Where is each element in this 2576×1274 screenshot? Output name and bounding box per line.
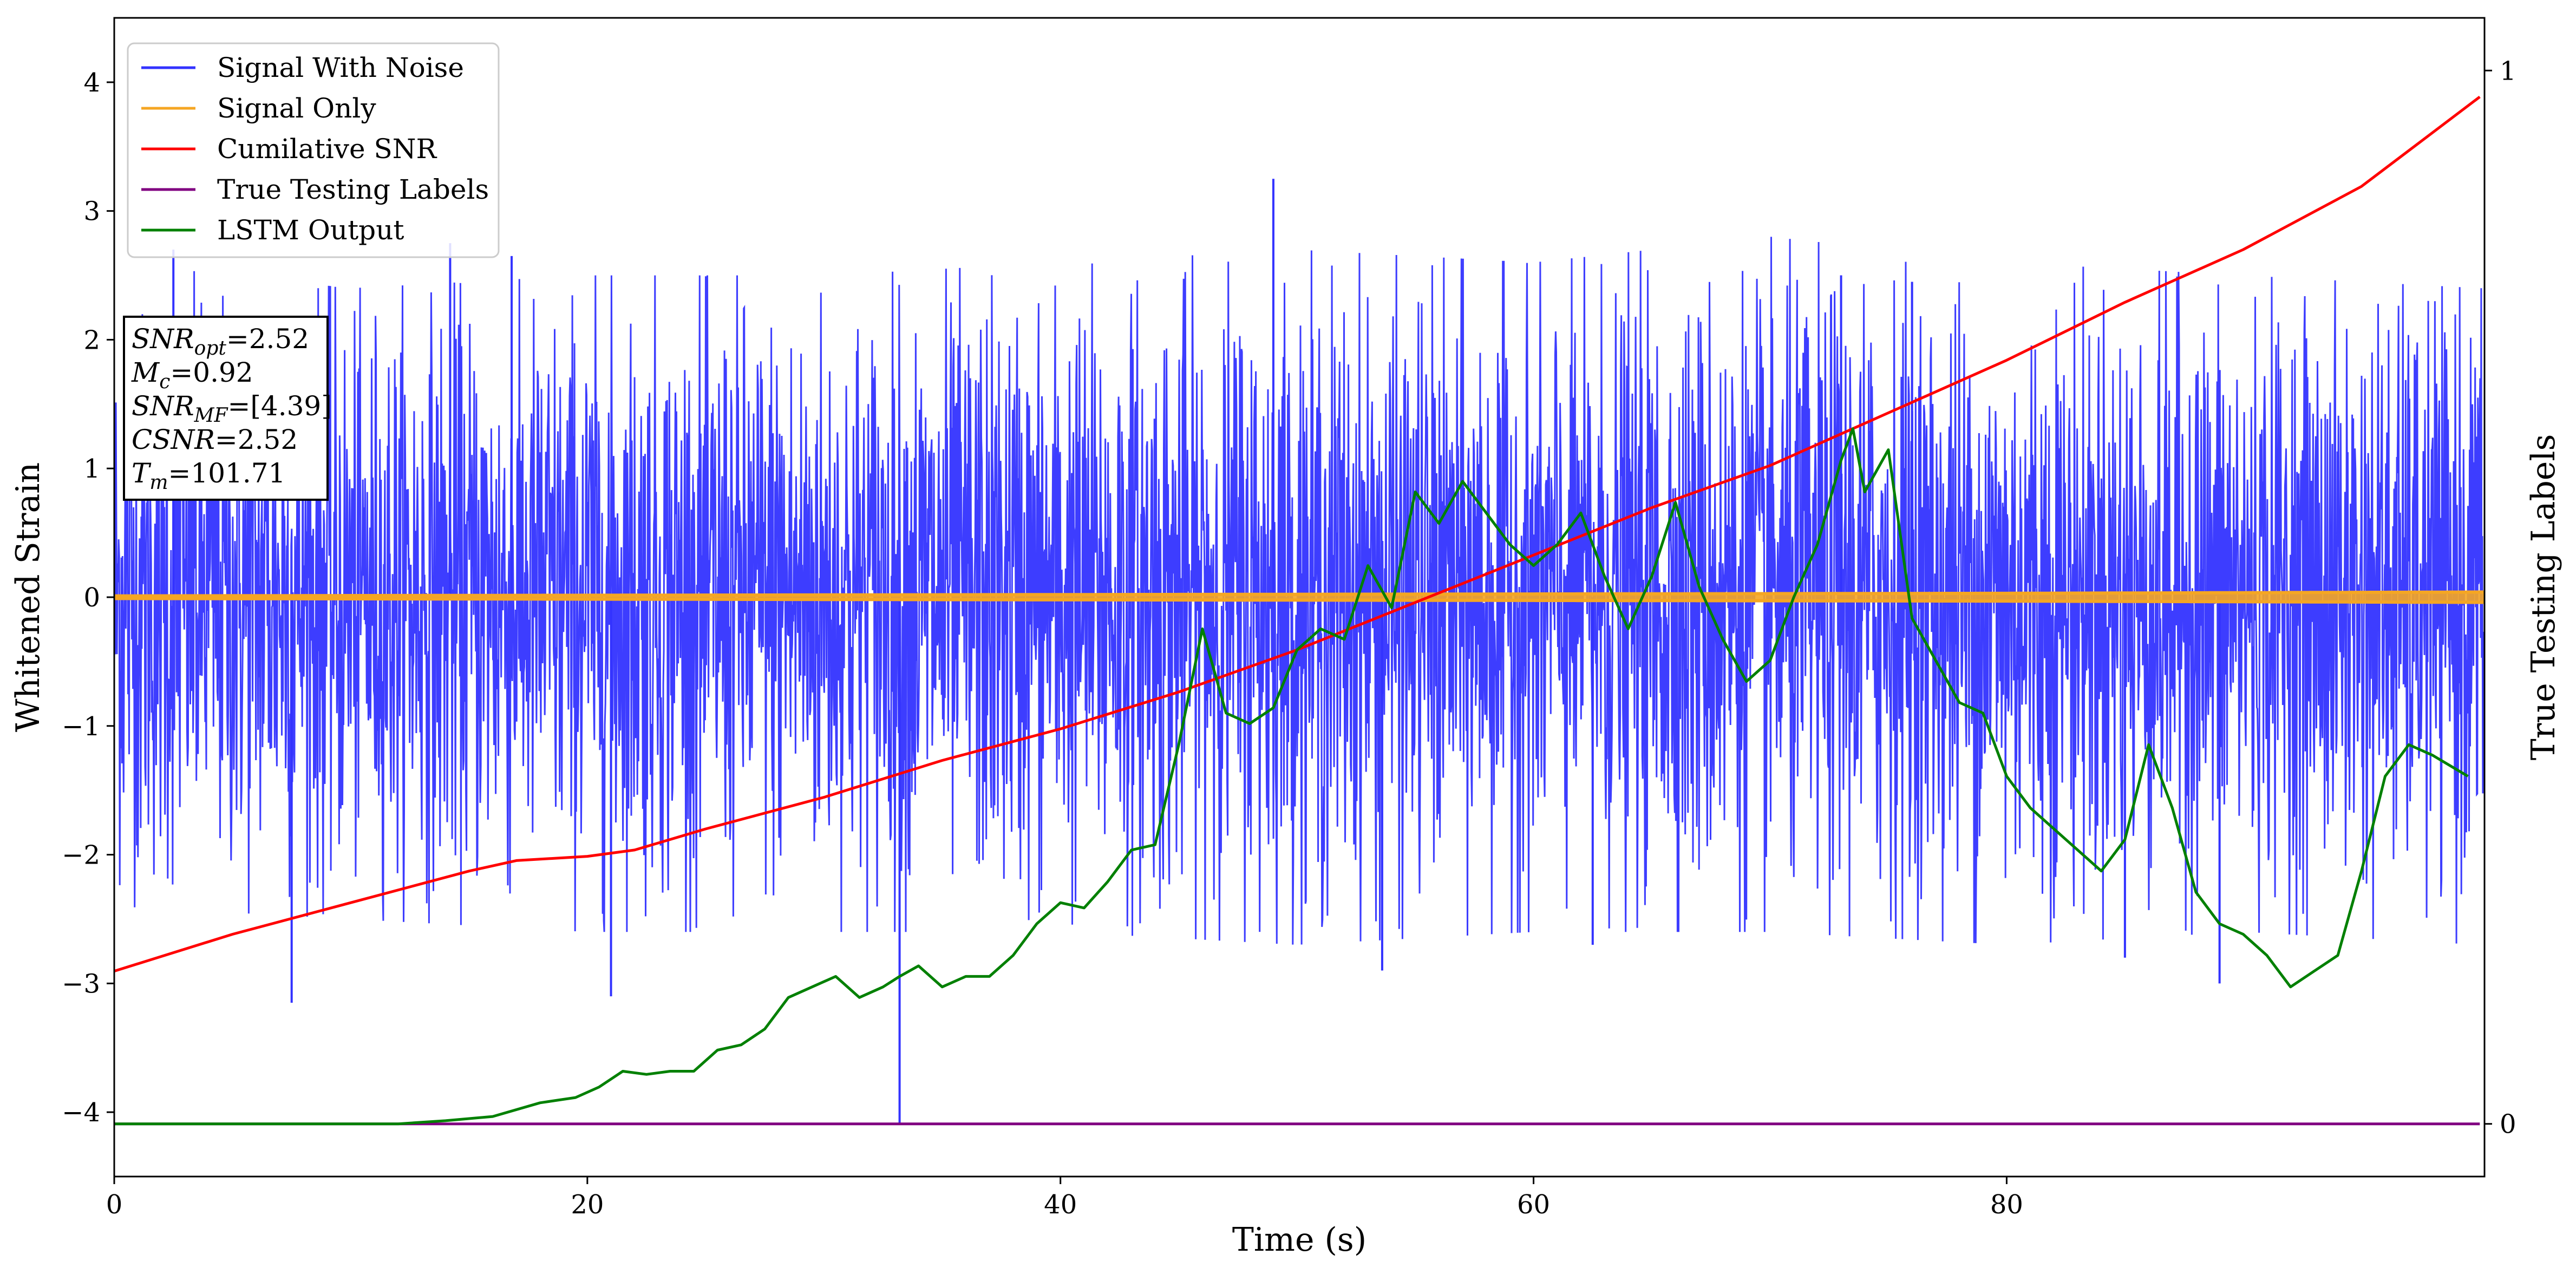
- y-tick-label-7: 3: [83, 197, 100, 227]
- info-line-3: CSNR=2.52: [132, 424, 298, 455]
- x-tick-label-0: 0: [106, 1190, 123, 1220]
- info-box-frame: [123, 316, 329, 501]
- series-signal-with-noise: [114, 179, 2485, 1125]
- legend-label-1: Signal Only: [217, 93, 376, 124]
- info-line-0: SNRopt=2.52: [132, 323, 309, 360]
- x-axis-label: Time (s): [1232, 1221, 1367, 1259]
- legend-label-3: True Testing Labels: [217, 174, 489, 205]
- y-axis-label: Whitened Strain: [9, 462, 47, 732]
- series-layer: [114, 95, 2485, 1126]
- series-signal-only: [114, 590, 2485, 604]
- legend: Signal With Noise Signal Only Cumilative S…: [127, 42, 500, 258]
- y-tick-label-3: −1: [62, 711, 100, 742]
- y-tick-label-6: 2: [83, 325, 100, 355]
- legend-box: [127, 42, 500, 258]
- legend-label-0: Signal With Noise: [217, 52, 464, 83]
- info-line-2: SNRMF=[4.39]: [132, 390, 332, 427]
- y2-tick-label-0: 0: [2500, 1109, 2516, 1140]
- y-tick-label-5: 1: [83, 454, 100, 484]
- y-tick-label-8: 4: [83, 68, 100, 98]
- y-tick-label-1: −3: [62, 969, 100, 999]
- info-line-4: Tm=101.71: [132, 458, 285, 494]
- cumulative-snr-line: [114, 95, 2481, 972]
- x-tick-label-3: 60: [1517, 1190, 1550, 1220]
- legend-label-2: Cumilative SNR: [217, 133, 437, 165]
- x-tick-label-4: 80: [1990, 1190, 2023, 1220]
- info-line-1: Mc=0.92: [131, 357, 253, 393]
- x-tick-label-2: 40: [1044, 1190, 1077, 1220]
- y-tick-label-4: 0: [83, 583, 100, 613]
- legend-label-4: LSTM Output: [217, 214, 404, 246]
- y-tick-label-2: −2: [62, 840, 100, 871]
- lstm-output-line: [114, 427, 2469, 1126]
- info-box: SNRopt=2.52Mc=0.92SNRMF=[4.39]CSNR=2.52T…: [123, 316, 332, 501]
- y2-axis-label: True Testing Labels: [2525, 434, 2562, 761]
- y-tick-label-0: −4: [62, 1097, 100, 1128]
- y2-tick-label-1: 1: [2500, 56, 2516, 86]
- x-tick-label-1: 20: [571, 1190, 604, 1220]
- signal-only-line: [114, 590, 2485, 604]
- signal-with-noise-line: [114, 237, 2485, 945]
